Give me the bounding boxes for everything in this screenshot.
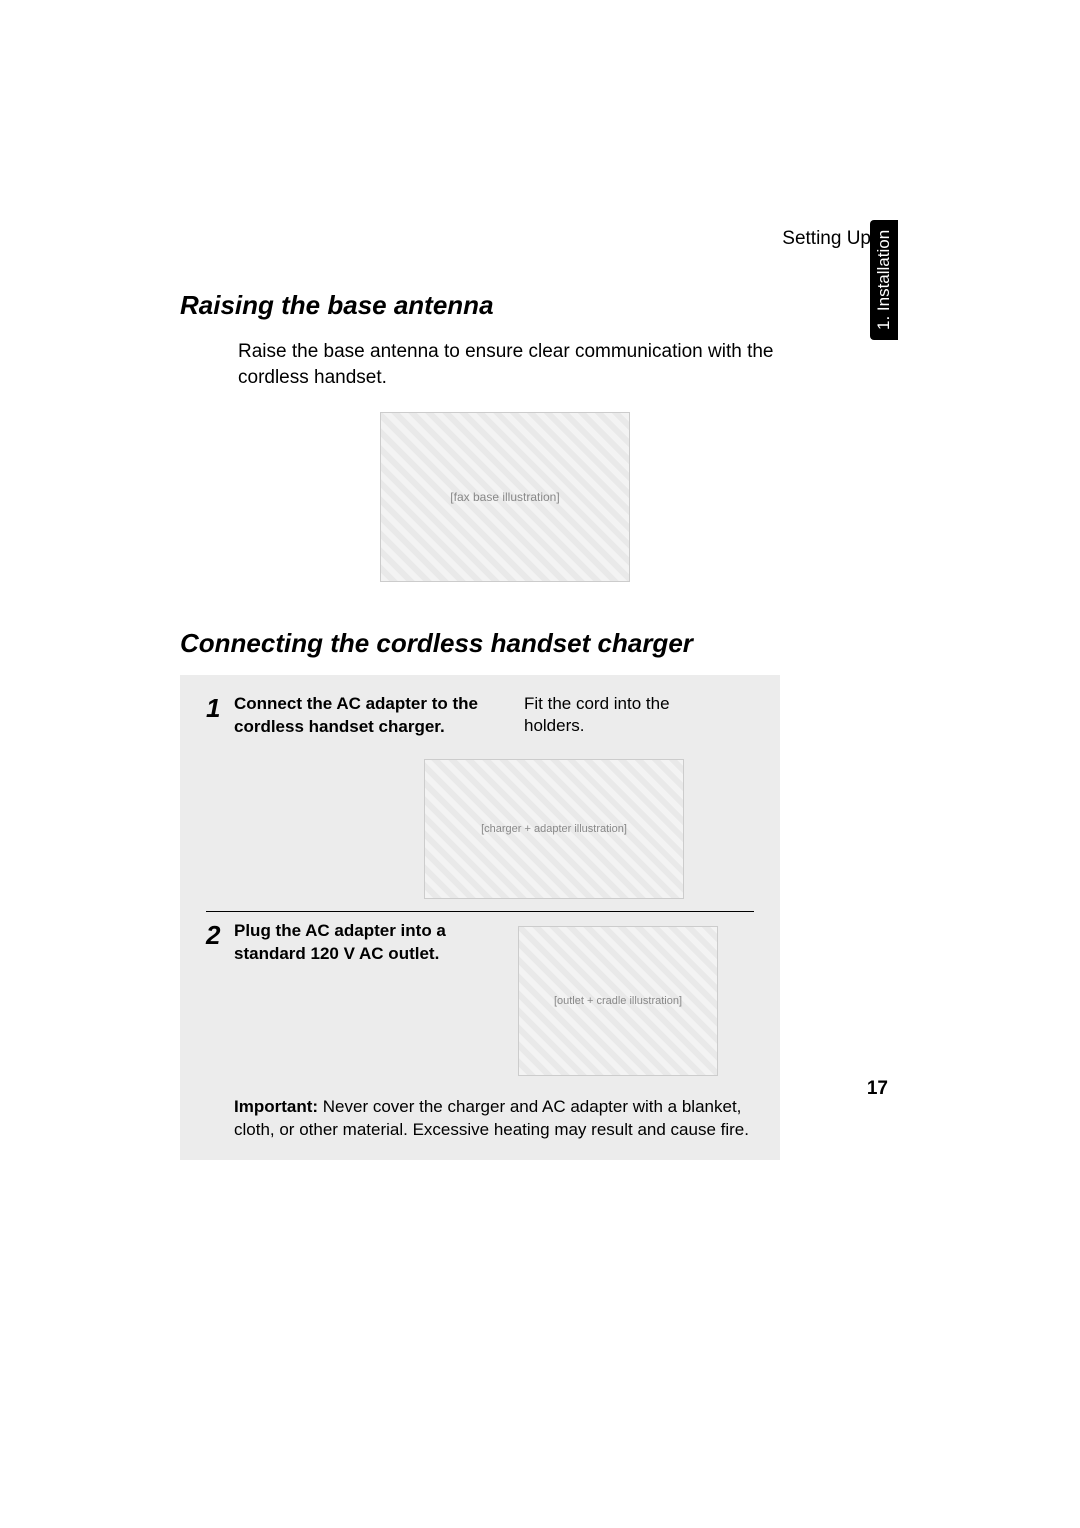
figure-fax-base: [fax base illustration] xyxy=(380,412,630,582)
step-row: 2 Plug the AC adapter into a standard 12… xyxy=(206,920,754,1088)
heading-raising-antenna: Raising the base antenna xyxy=(180,290,888,321)
manual-page: Setting Up 1. Installation Raising the b… xyxy=(0,0,1080,1528)
steps-panel: 1 Connect the AC adapter to the cordless… xyxy=(180,675,780,1160)
important-label: Important: xyxy=(234,1097,318,1116)
step-note: Fit the cord into the holders. xyxy=(524,693,674,739)
step-number: 1 xyxy=(206,693,234,721)
important-note: Important: Never cover the charger and A… xyxy=(234,1096,754,1142)
page-number: 17 xyxy=(867,1078,888,1100)
body-raising-antenna: Raise the base antenna to ensure clear c… xyxy=(238,339,798,390)
figure-step-1: [charger + adapter illustration] xyxy=(424,759,684,899)
step-instruction: Plug the AC adapter into a standard 120 … xyxy=(234,920,504,1076)
chapter-tab: 1. Installation xyxy=(870,220,898,340)
step-row: 1 Connect the AC adapter to the cordless… xyxy=(206,693,754,912)
step-instruction: Connect the AC adapter to the cordless h… xyxy=(234,693,504,739)
section-label: Setting Up xyxy=(782,228,871,250)
heading-connecting-charger: Connecting the cordless handset charger xyxy=(180,628,888,659)
step-number: 2 xyxy=(206,920,234,948)
figure-step-2: [outlet + cradle illustration] xyxy=(518,926,718,1076)
